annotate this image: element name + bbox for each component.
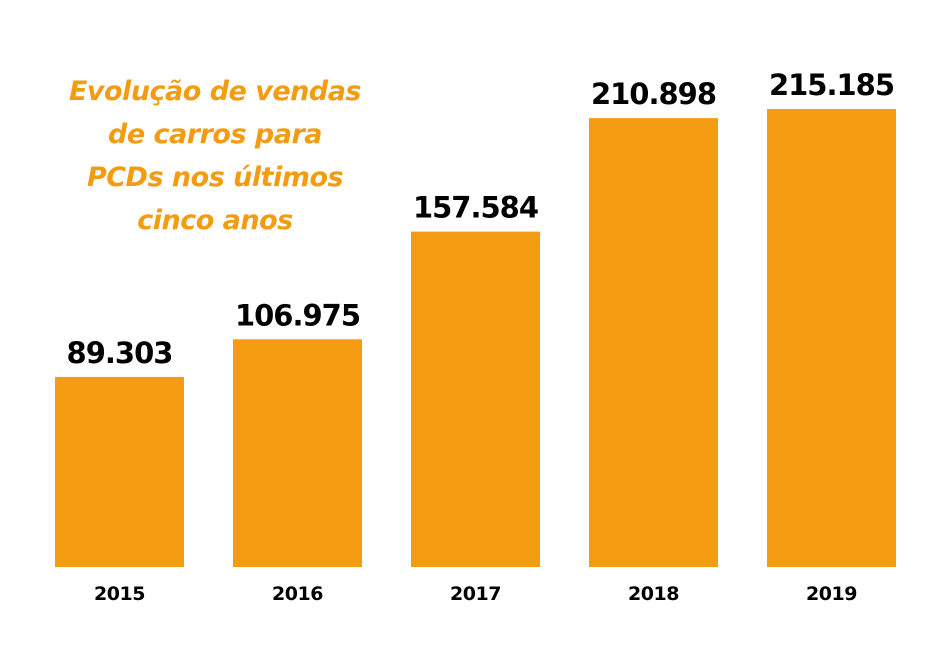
bar-2017 [411, 231, 540, 568]
value-label-2015: 89.303 [67, 336, 173, 370]
bar-2018 [589, 118, 718, 568]
value-label-2017: 157.584 [413, 191, 538, 225]
chart-title-line-1: Evolução de vendas [68, 76, 362, 107]
x-tick-label-2015: 2015 [94, 583, 145, 605]
value-label-2019: 215.185 [769, 68, 894, 102]
chart-title-line-2: de carros para [108, 119, 323, 150]
bar-2015 [55, 376, 184, 567]
bar-2019 [767, 109, 896, 567]
x-tick-label-2019: 2019 [806, 583, 857, 605]
bar-2016 [233, 339, 362, 567]
chart-title: Evolução de vendas de carros para PCDs n… [40, 70, 390, 242]
value-label-2016: 106.975 [235, 298, 360, 332]
value-label-2018: 210.898 [591, 77, 716, 111]
x-tick-label-2018: 2018 [628, 583, 679, 605]
x-tick-label-2016: 2016 [272, 583, 323, 605]
chart-title-line-4: cinco anos [137, 205, 293, 236]
x-tick-label-2017: 2017 [450, 583, 501, 605]
chart-title-line-3: PCDs nos últimos [86, 162, 344, 193]
